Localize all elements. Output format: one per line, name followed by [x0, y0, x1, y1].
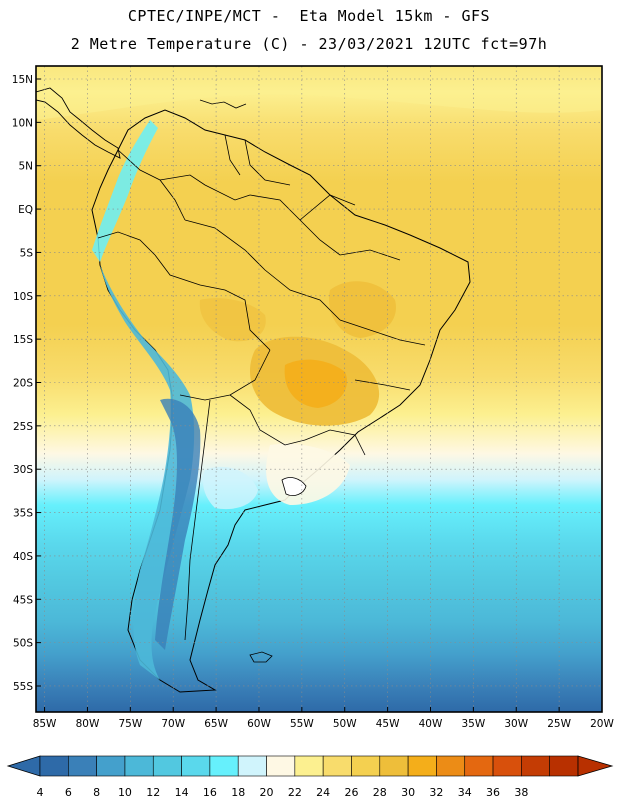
lat-tick-label: 20S [13, 377, 33, 389]
lon-tick-label: 85W [33, 718, 57, 730]
colorbar-label: 32 [429, 786, 443, 799]
colorbar-label: 14 [175, 786, 189, 799]
colorbar-label: 16 [203, 786, 217, 799]
colorbar-label: 10 [118, 786, 132, 799]
colorbar-swatch [124, 755, 154, 777]
lon-tick-label: 20W [590, 718, 614, 730]
lon-tick-label: 45W [376, 718, 400, 730]
lon-tick-label: 55W [290, 718, 314, 730]
lat-tick-label: 40S [13, 551, 33, 563]
colorbar-label: 6 [65, 786, 72, 799]
lat-tick-label: 35S [13, 508, 33, 520]
lat-tick-label: 45S [13, 594, 33, 606]
colorbar-label: 12 [146, 786, 160, 799]
falkland-islands [249, 651, 273, 663]
lat-tick-label: 10S [13, 291, 33, 303]
lon-tick-label: 60W [247, 718, 271, 730]
colorbar-swatch [492, 755, 522, 777]
lon-tick-label: 65W [204, 718, 228, 730]
warm-bolivia-zone [199, 298, 266, 342]
map-frame [35, 65, 603, 713]
caribbean-warm-band [36, 66, 602, 120]
colorbar-label: 28 [373, 786, 387, 799]
map-fields [36, 66, 602, 712]
andes-north-cold [92, 120, 158, 262]
colorbar-label: 8 [93, 786, 100, 799]
lon-tick-label: 80W [76, 718, 100, 730]
lat-tick-label: 15S [13, 334, 33, 346]
colorbar-left-arrow [6, 755, 41, 777]
country-borders [97, 134, 426, 641]
lat-tick-label: 55S [13, 681, 33, 693]
lat-tick-label: 5N [18, 161, 33, 173]
colorbar-swatch [237, 755, 267, 777]
lat-tick-label: 30S [13, 464, 33, 476]
colorbar-label: 26 [344, 786, 358, 799]
colorbar-swatch [181, 755, 211, 777]
andes-coldest-ridge [155, 398, 201, 650]
colorbar-swatch [152, 755, 182, 777]
colorbar-label: 36 [486, 786, 500, 799]
lat-tick-label: 50S [13, 638, 33, 650]
colorbar-swatch [322, 755, 352, 777]
colorbar-swatch [209, 755, 239, 777]
colorbar-swatch [549, 755, 579, 777]
longitude-tick-labels: 85W 80W 75W 70W 65W 60W 55W 50W 45W 40W 35W 30W 25W 2… [33, 707, 614, 730]
colorbar-swatch [379, 755, 409, 777]
colorbar-label: 4 [37, 786, 44, 799]
cool-pampas-zone [203, 466, 258, 510]
colorbar-swatch [436, 755, 466, 777]
lat-tick-label: 15N [12, 74, 33, 86]
colorbar-label: 20 [260, 786, 274, 799]
colorbar-swatch [39, 755, 69, 777]
colorbar-right-arrow [577, 755, 614, 777]
map-title: CPTEC/INPE/MCT - Eta Model 15km - GFS [127, 7, 491, 25]
colorbar-label: 18 [231, 786, 245, 799]
map-subtitle: 2 Metre Temperature (C) - 23/03/2021 12U… [70, 35, 548, 53]
andes-south-cold [100, 265, 195, 680]
lon-tick-label: 30W [504, 718, 528, 730]
colorbar-swatch [464, 755, 494, 777]
colorbar-label: 30 [401, 786, 415, 799]
lon-tick-label: 40W [419, 718, 443, 730]
colorbar-swatch [407, 755, 437, 777]
rio-de-la-plata [281, 477, 307, 496]
hottest-interior-zone [284, 359, 347, 408]
colorbar-label: 22 [288, 786, 302, 799]
central-america [36, 87, 121, 159]
lon-tick-label: 35W [461, 718, 485, 730]
lon-tick-label: 25W [547, 718, 571, 730]
colorbar-swatch [351, 755, 381, 777]
colorbar-swatch [521, 755, 550, 777]
lon-tick-label: 50W [333, 718, 357, 730]
lon-tick-label: 75W [118, 718, 142, 730]
hot-central-brazil [329, 281, 396, 338]
colorbar-swatch [294, 755, 324, 777]
colorbar-swatch [96, 755, 126, 777]
temperature-colorbar: 4 6 8 10 12 14 16 18 20 22 24 26 28 30 32 34 36 38 [6, 755, 614, 799]
colorbar-swatch [266, 755, 296, 777]
lat-tick-label: 25S [13, 421, 33, 433]
caribbean-islands [199, 99, 247, 109]
latitude-tick-labels: 15N 10N 5N EQ 5S 10S 15S 20S 25S 30S 35S 40S 45S 50S 5… [12, 74, 41, 693]
colorbar-label: 38 [514, 786, 528, 799]
colorbar-label: 34 [458, 786, 472, 799]
lat-tick-label: 10N [12, 117, 33, 129]
colorbar-label: 24 [316, 786, 330, 799]
lon-tick-label: 70W [161, 718, 185, 730]
lat-tick-label: EQ [18, 204, 33, 216]
lat-tick-label: 5S [20, 247, 34, 259]
colorbar-swatch [68, 755, 97, 777]
